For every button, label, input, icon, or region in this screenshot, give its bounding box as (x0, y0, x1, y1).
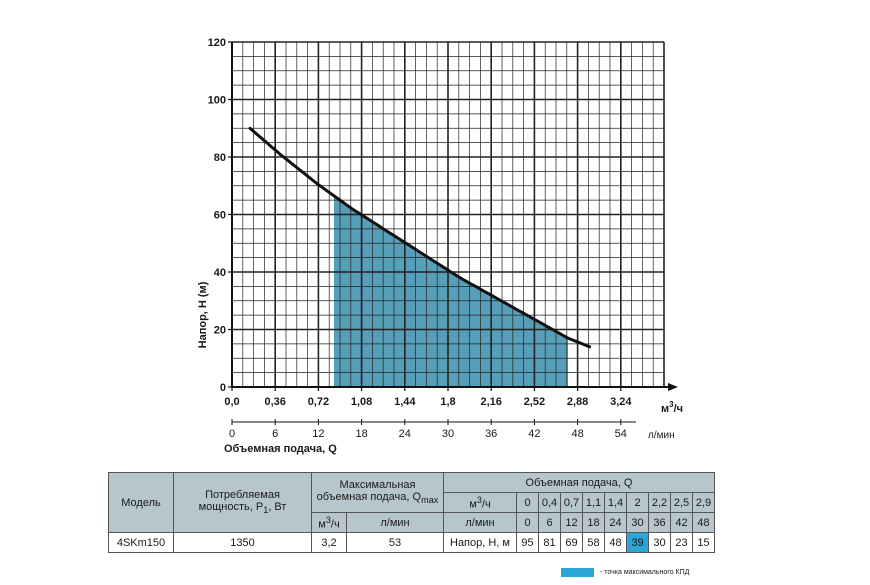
qmax-lmin-value: 53 (346, 532, 444, 553)
flow-header: Объемная подача, Q (443, 472, 715, 493)
x-axis-arrow (668, 383, 678, 391)
power-header: Потребляемая мощность, P1, Вт (173, 472, 312, 533)
flow-m3h-cell-2: 0,7 (560, 492, 583, 513)
flow-m3h-cell-0: 0 (516, 492, 539, 513)
y-tick-label: 80 (214, 152, 226, 164)
row-head-label: Напор, H, м (443, 532, 517, 553)
y-tick-label: 60 (214, 210, 226, 222)
x2-tick-label: 12 (312, 428, 324, 440)
x2-tick-label: 54 (615, 428, 627, 440)
x-axis-label: Объемная подача, Q (224, 443, 337, 455)
flow-lmin-cell-0: 0 (516, 512, 539, 533)
power-value: 1350 (173, 532, 312, 553)
x-tick-label: 3,24 (610, 396, 632, 408)
x2-tick-label: 42 (528, 428, 540, 440)
x-tick-label: 1,44 (394, 396, 416, 408)
y-tick-label: 40 (214, 267, 226, 279)
flow-lmin-cell-1: 6 (538, 512, 561, 533)
legend-text: - точка максимального КПД (600, 568, 690, 576)
flow-m3h-cell-6: 2,2 (648, 492, 671, 513)
spec-table: Модель Потребляемая мощность, P1, Вт Мак… (108, 472, 715, 553)
x-tick-label: 1,8 (440, 396, 455, 408)
grid-layer (231, 41, 665, 388)
head-cell-6: 30 (648, 532, 671, 553)
flow-lmin-cell-2: 12 (560, 512, 583, 533)
curve-layer (248, 126, 592, 349)
head-cell-8: 15 (692, 532, 715, 553)
flow-m3h-cell-3: 1,1 (582, 492, 605, 513)
head-cell-4: 48 (604, 532, 627, 553)
flow-m3h-cell-8: 2,9 (692, 492, 715, 513)
head-cell-2: 69 (560, 532, 583, 553)
flow-m3h-cell-4: 1,4 (604, 492, 627, 513)
x2-tick-label: 0 (229, 428, 235, 440)
row-m3h-label: м3/ч (443, 492, 517, 513)
y-tick-label: 20 (214, 325, 226, 337)
flow-lmin-cell-4: 24 (604, 512, 627, 533)
x2-tick-label: 18 (355, 428, 367, 440)
x-tick-label: 2,88 (567, 396, 588, 408)
y-tick-label: 120 (208, 37, 226, 49)
model-value: 4SKm150 (108, 532, 174, 553)
x-tick-label: 2,52 (524, 396, 545, 408)
x-tick-label: 0,36 (264, 396, 285, 408)
head-cell-5: 39 (626, 532, 649, 553)
flow-lmin-cell-7: 42 (670, 512, 693, 533)
x2-tick-label: 24 (399, 428, 411, 440)
x2-tick-label: 6 (272, 428, 278, 440)
legend: - точка максимального КПД (561, 566, 689, 578)
legend-swatch (561, 567, 594, 577)
x-tick-label: 0,72 (308, 396, 329, 408)
head-curve (248, 126, 592, 349)
qmax-unit-lmin: л/мин (346, 512, 444, 533)
x2-tick-label: 48 (571, 428, 583, 440)
qmax-m3h-value: 3,2 (311, 532, 347, 553)
flow-lmin-cell-5: 30 (626, 512, 649, 533)
flow-lmin-cell-3: 18 (582, 512, 605, 533)
x-unit-m3h: м3/ч (661, 400, 683, 415)
head-cell-1: 81 (538, 532, 561, 553)
head-cell-7: 23 (670, 532, 693, 553)
head-cell-3: 58 (582, 532, 605, 553)
y-axis-label: Напор, H (м) (197, 281, 209, 348)
x-tick-label: 0,0 (224, 396, 239, 408)
flow-lmin-cell-6: 36 (648, 512, 671, 533)
row-lmin-label: л/мин (443, 512, 517, 533)
x2-tick-label: 36 (485, 428, 497, 440)
flow-m3h-cell-5: 2 (626, 492, 649, 513)
y-tick-label: 0 (220, 382, 226, 394)
x2-tick-label: 30 (442, 428, 454, 440)
x-tick-label: 2,16 (480, 396, 501, 408)
flow-lmin-cell-8: 48 (692, 512, 715, 533)
maxflow-header: Максимальная объемная подача, Qmax (311, 472, 444, 513)
efficiency-zone-layer (334, 195, 568, 387)
y-tick-label: 100 (208, 95, 226, 107)
flow-m3h-cell-1: 0,4 (538, 492, 561, 513)
x-unit-lmin: л/мин (648, 430, 675, 441)
flow-m3h-cell-7: 2,5 (670, 492, 693, 513)
qmax-unit-m3h: м3/ч (311, 512, 347, 533)
model-header: Модель (108, 472, 174, 533)
x-tick-label: 1,08 (351, 396, 372, 408)
efficiency-zone (334, 195, 568, 387)
head-cell-0: 95 (516, 532, 539, 553)
